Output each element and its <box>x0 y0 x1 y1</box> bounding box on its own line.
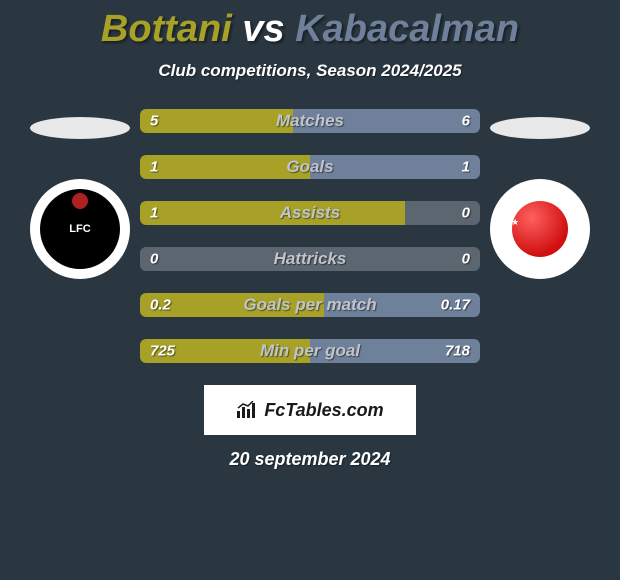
lugano-badge-text: LFC <box>69 223 90 235</box>
player1-name: Bottani <box>101 8 232 50</box>
stat-bar-left <box>140 109 293 133</box>
stat-label: Min per goal <box>260 341 360 361</box>
player1-column: LFC <box>20 109 140 279</box>
player1-silhouette <box>30 117 130 139</box>
stat-row: 1 0 Assists <box>140 201 480 225</box>
stat-value-right: 6 <box>462 113 470 130</box>
player2-name: Kabacalman <box>295 8 519 50</box>
stat-value-right: 718 <box>445 343 470 360</box>
stat-value-left: 1 <box>150 205 158 222</box>
stat-value-right: 0.17 <box>441 297 470 314</box>
stat-row: 725 718 Min per goal <box>140 339 480 363</box>
player2-club-badge: ★★ <box>490 179 590 279</box>
comparison-title: Bottani vs Kabacalman <box>0 0 620 51</box>
branding-text: FcTables.com <box>264 400 383 421</box>
stat-bar-right <box>310 155 480 179</box>
stat-label: Matches <box>276 111 344 131</box>
vs-text: vs <box>232 8 295 50</box>
stat-label: Assists <box>280 203 340 223</box>
stat-label: Goals <box>286 157 333 177</box>
stat-value-left: 0.2 <box>150 297 171 314</box>
stat-bar-left <box>140 155 310 179</box>
stat-row: 5 6 Matches <box>140 109 480 133</box>
player2-column: ★★ <box>480 109 600 279</box>
stat-value-left: 1 <box>150 159 158 176</box>
stat-value-right: 0 <box>462 251 470 268</box>
stat-value-right: 1 <box>462 159 470 176</box>
stat-label: Goals per match <box>243 295 376 315</box>
lugano-badge-inner: LFC <box>40 189 120 269</box>
branding-chart-icon <box>236 401 258 419</box>
infographic-date: 20 september 2024 <box>0 449 620 470</box>
sion-badge-stars: ★★ <box>504 217 518 228</box>
stat-label: Hattricks <box>274 249 347 269</box>
player2-silhouette <box>490 117 590 139</box>
stat-row: 0 0 Hattricks <box>140 247 480 271</box>
stats-area: LFC 5 6 Matches 1 1 Goals 1 0 Assists 0 0 Hattricks… <box>0 109 620 363</box>
stat-value-right: 0 <box>462 205 470 222</box>
stat-value-left: 5 <box>150 113 158 130</box>
sion-badge-inner <box>512 201 568 257</box>
player1-club-badge: LFC <box>30 179 130 279</box>
stat-value-left: 725 <box>150 343 175 360</box>
stat-value-left: 0 <box>150 251 158 268</box>
stat-bars-column: 56Matches11Goals10Assists00Hattricks0.20… <box>140 109 480 363</box>
stat-row: 1 1 Goals <box>140 155 480 179</box>
stat-bar-left <box>140 201 405 225</box>
branding-box: FcTables.com <box>204 385 416 435</box>
season-subtitle: Club competitions, Season 2024/2025 <box>0 61 620 81</box>
stat-row: 0.2 0.17 Goals per match <box>140 293 480 317</box>
